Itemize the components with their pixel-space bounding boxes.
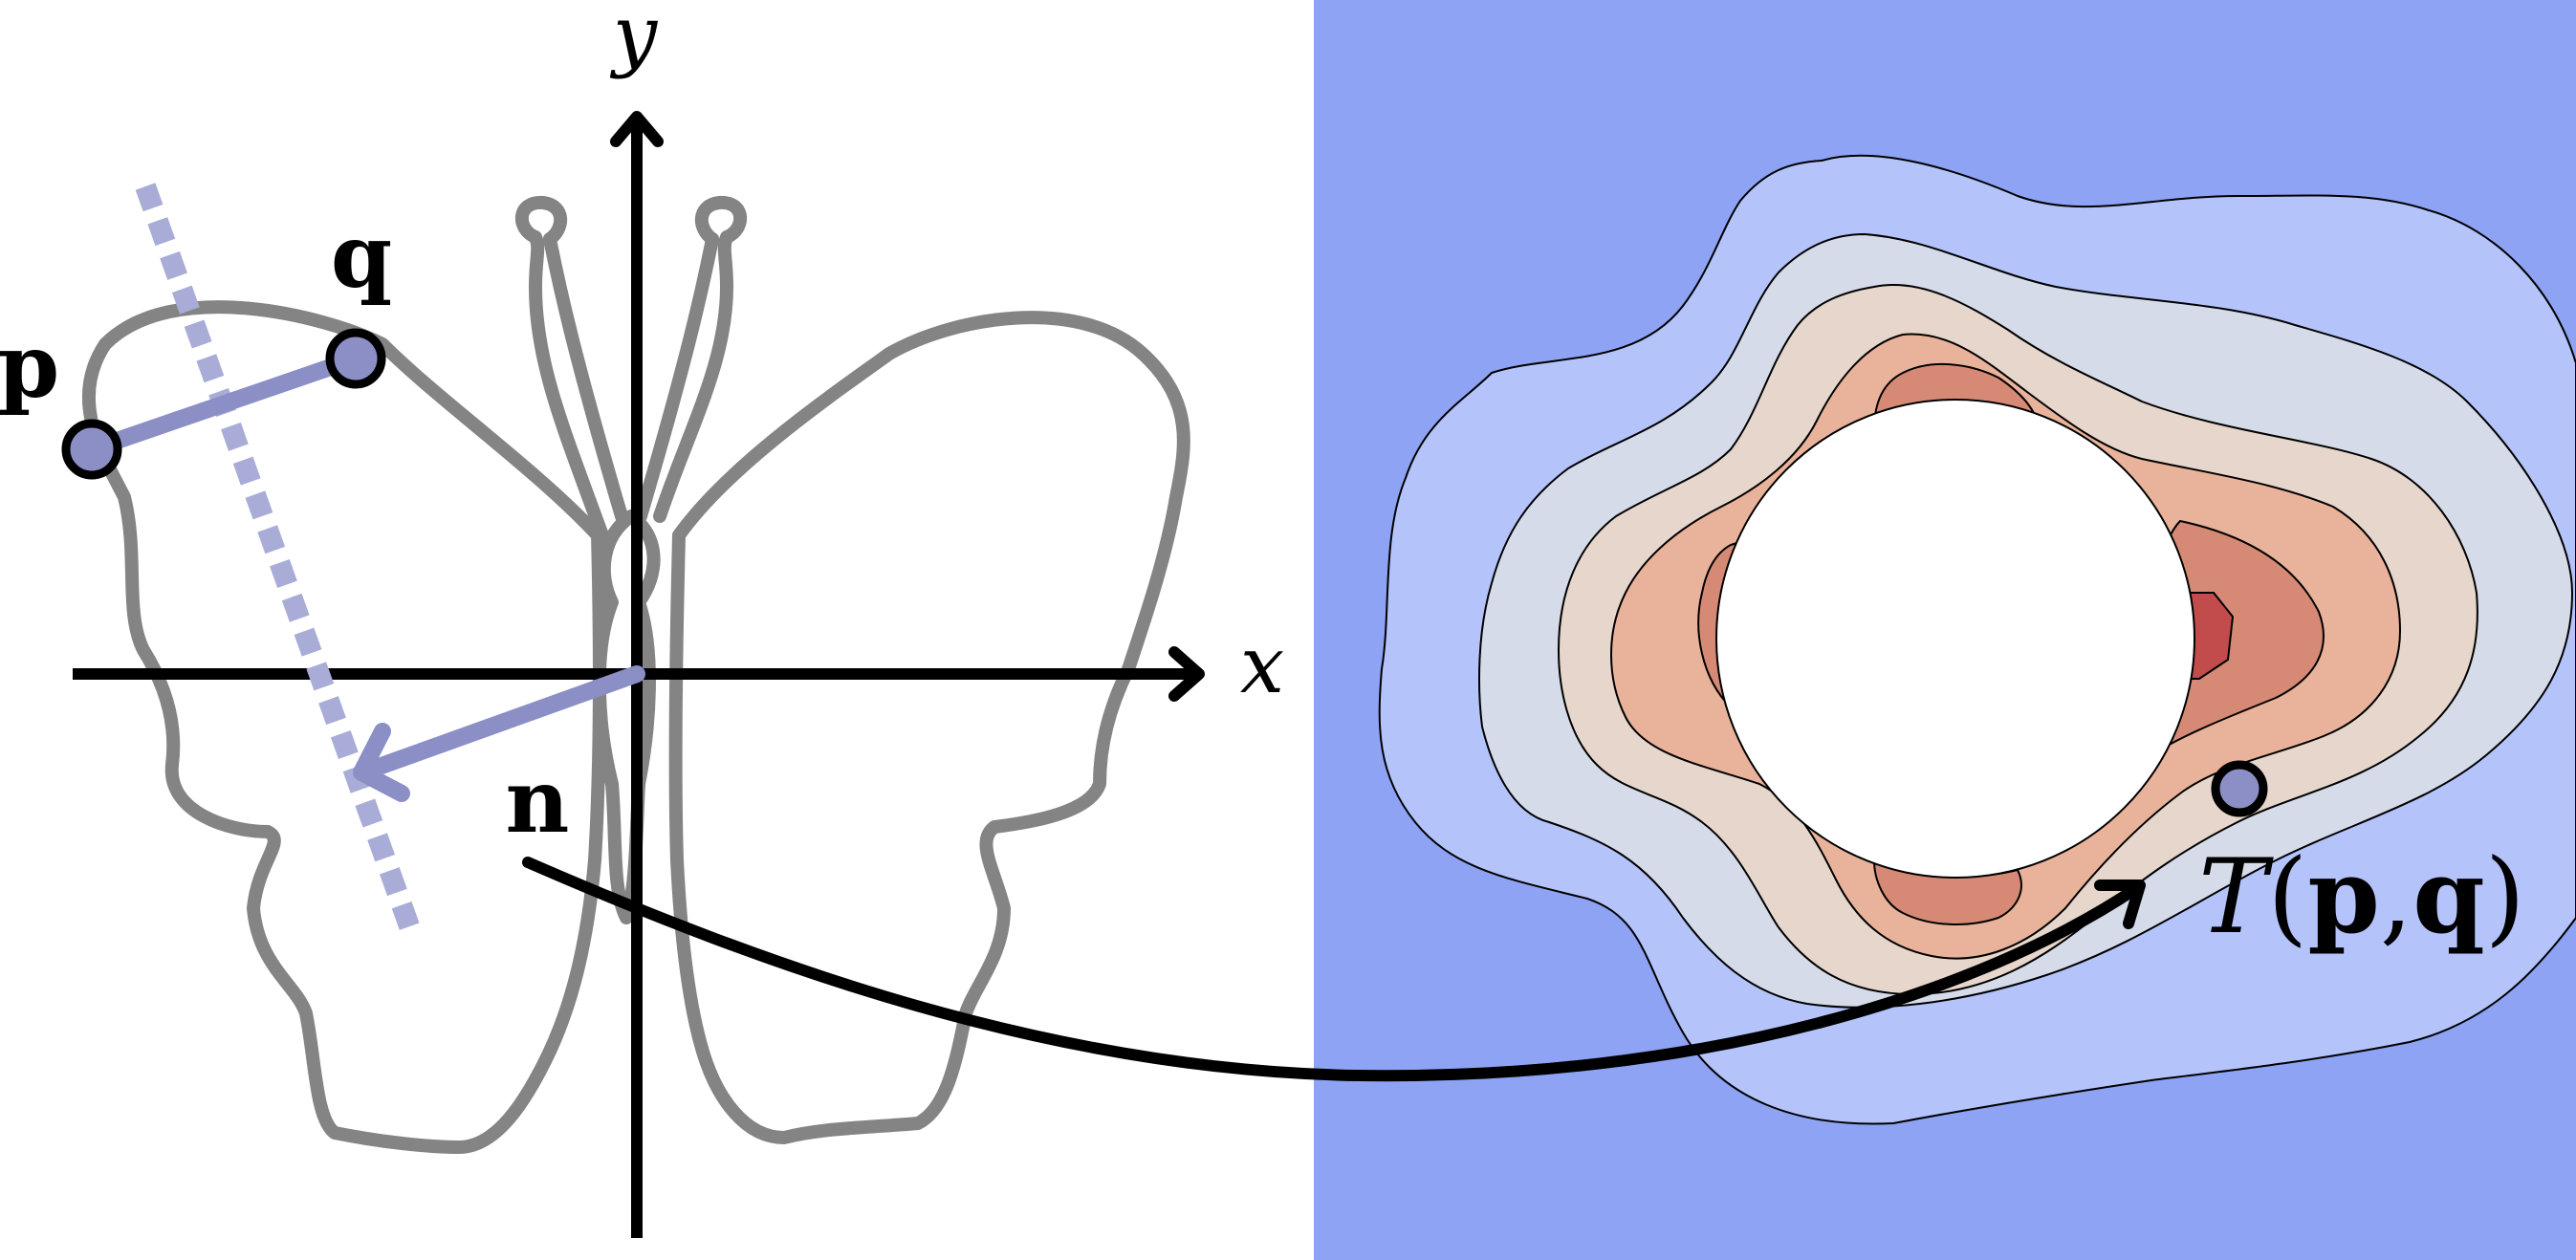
point-T-pq (2216, 765, 2263, 813)
point-p-label: p (0, 315, 59, 418)
T-paren-open: ( (2267, 837, 2307, 957)
point-q-label: q (331, 205, 392, 308)
excluded-disk (1716, 400, 2194, 878)
T-paren-close: ) (2485, 837, 2525, 957)
T-function-label: T (2198, 837, 2274, 957)
T-arg-q: q (2412, 836, 2485, 957)
T-arg-p: p (2307, 836, 2380, 957)
y-axis-label: y (609, 0, 659, 80)
x-axis-label: x (1240, 620, 1284, 711)
point-p (66, 424, 118, 475)
normal-n-label: n (506, 749, 570, 853)
T-comma: , (2380, 837, 2412, 957)
T-pq-label: T(p,q) (2198, 836, 2525, 957)
point-q (330, 333, 382, 384)
